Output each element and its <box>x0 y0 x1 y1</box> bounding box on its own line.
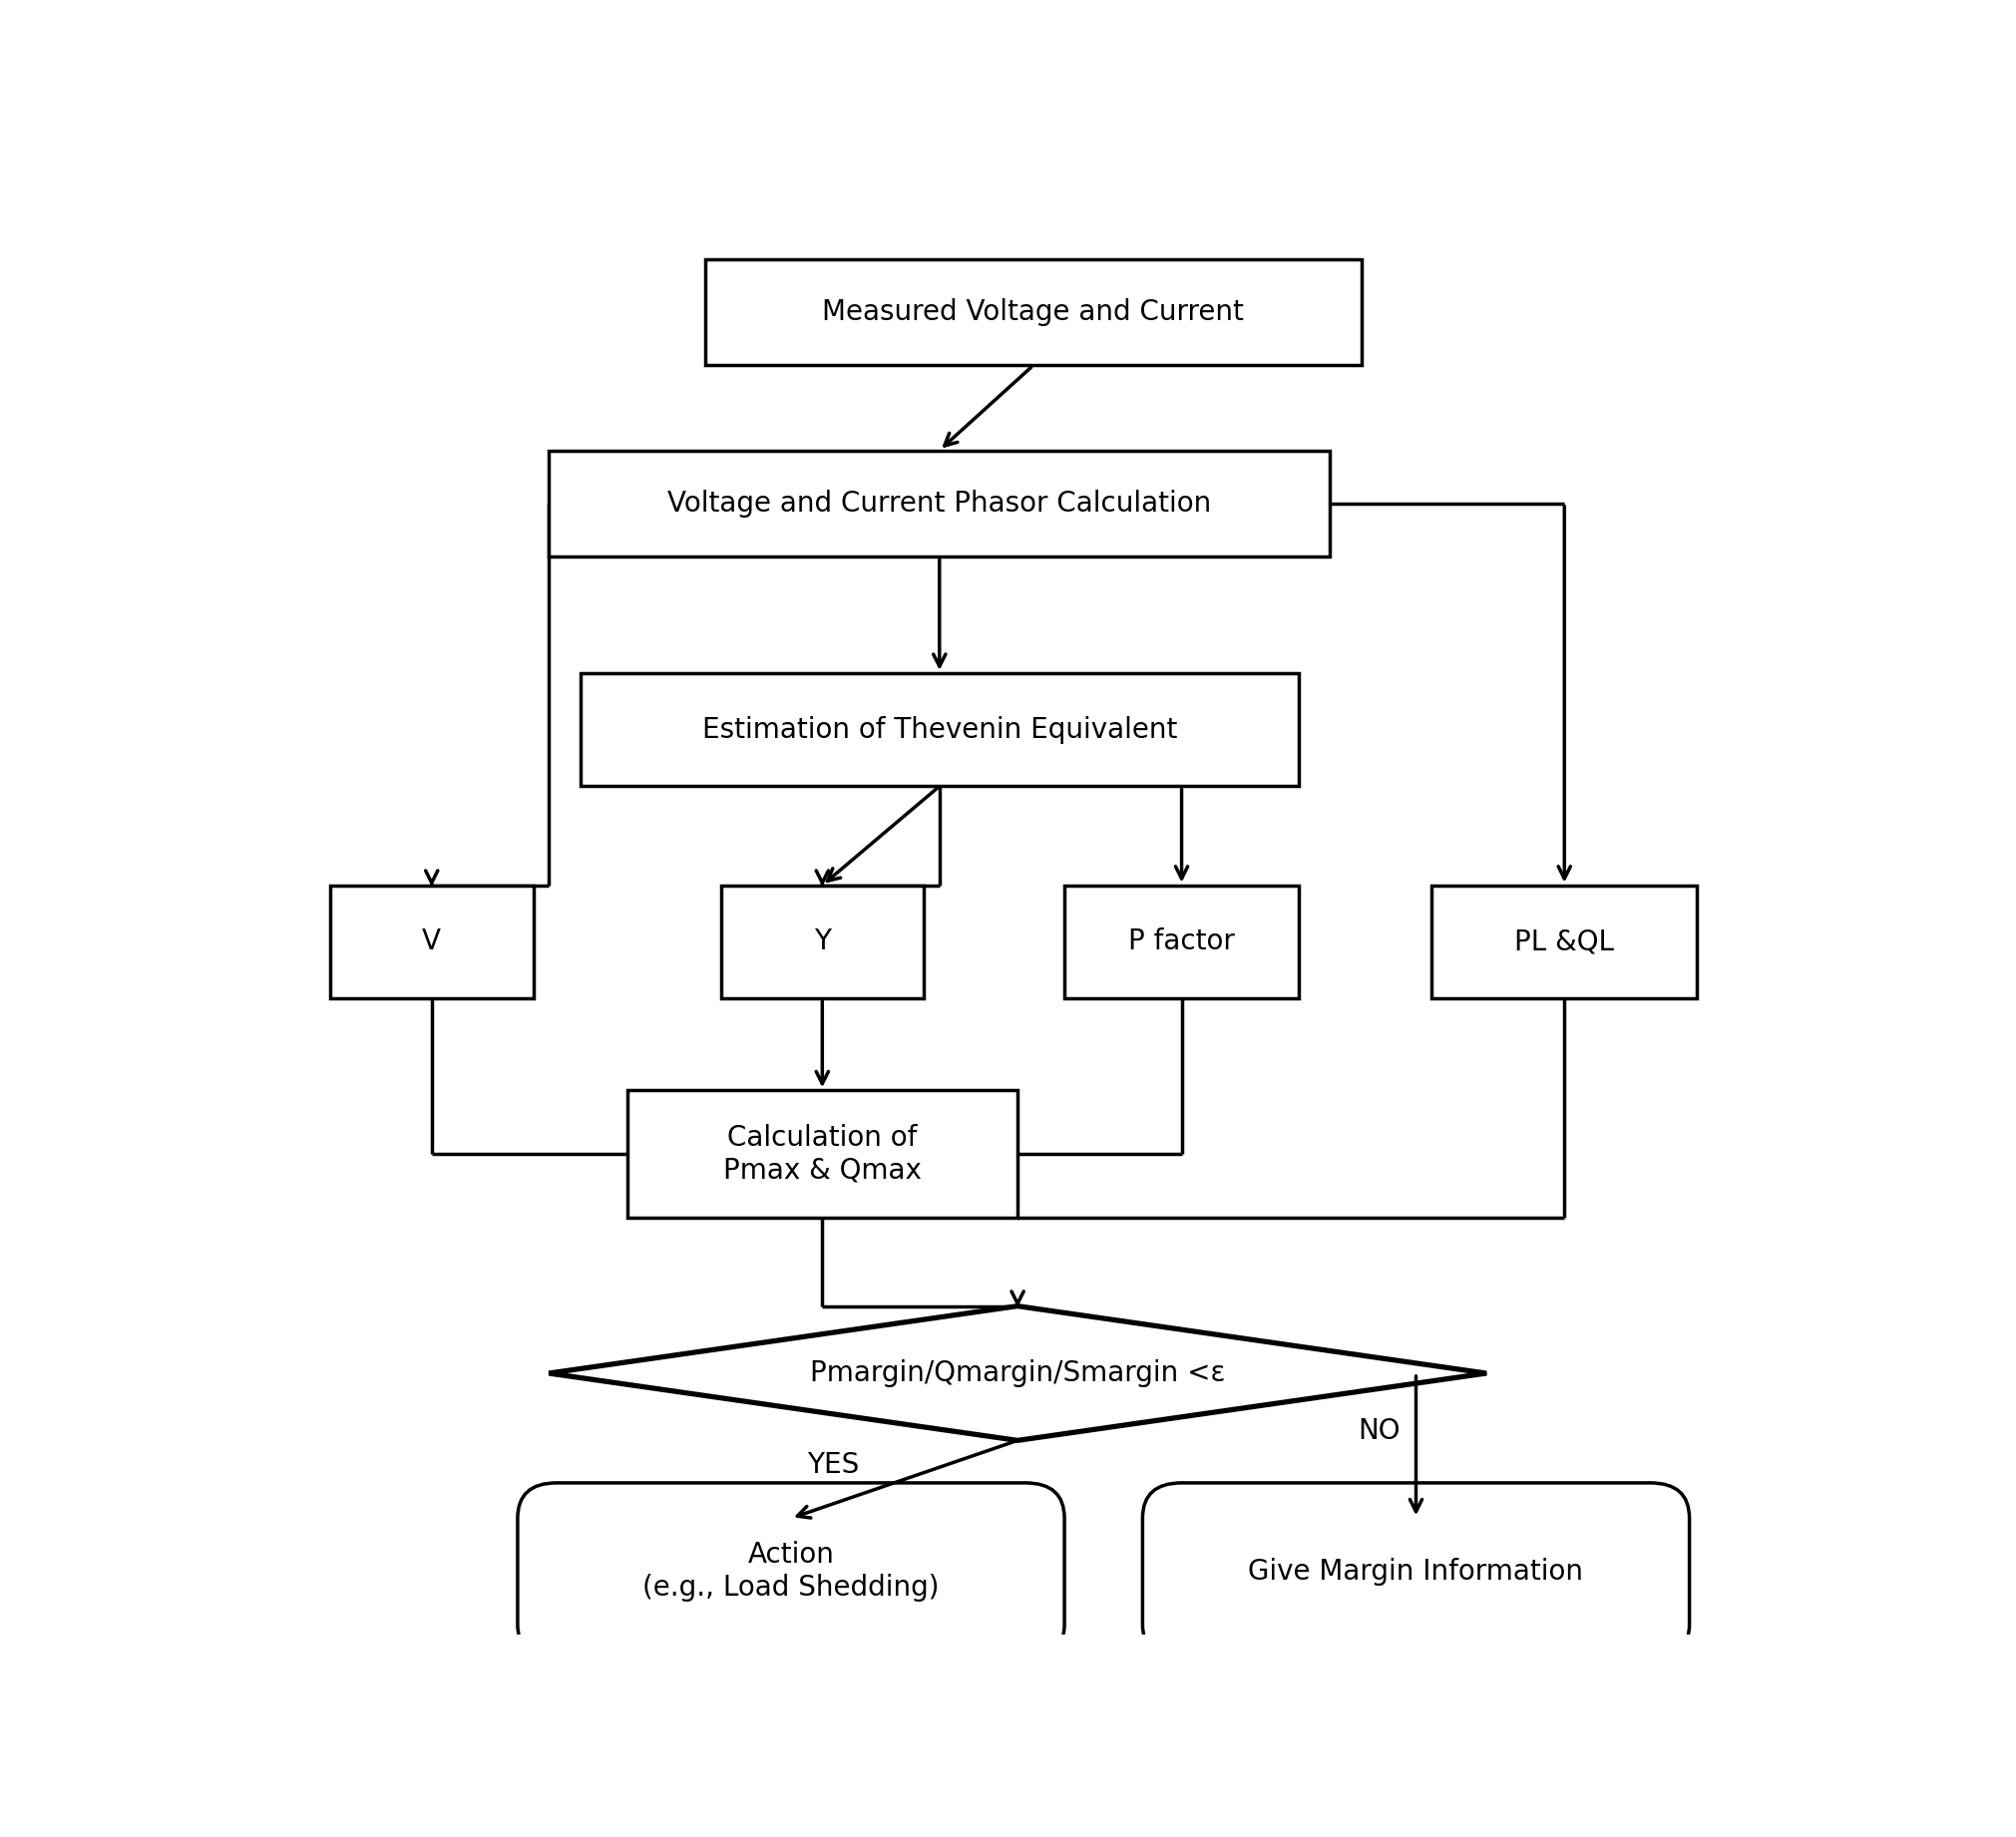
FancyBboxPatch shape <box>518 1482 1064 1659</box>
FancyBboxPatch shape <box>706 259 1361 366</box>
FancyBboxPatch shape <box>548 450 1331 557</box>
FancyBboxPatch shape <box>722 885 923 999</box>
Text: P factor: P factor <box>1129 928 1236 955</box>
FancyBboxPatch shape <box>1143 1482 1689 1659</box>
Text: PL &QL: PL &QL <box>1514 928 1615 955</box>
Text: NO: NO <box>1359 1418 1401 1446</box>
FancyBboxPatch shape <box>1431 885 1697 999</box>
FancyBboxPatch shape <box>581 672 1298 786</box>
Text: Voltage and Current Phasor Calculation: Voltage and Current Phasor Calculation <box>667 489 1212 518</box>
FancyBboxPatch shape <box>331 885 532 999</box>
FancyBboxPatch shape <box>627 1091 1018 1218</box>
Text: Give Margin Information: Give Margin Information <box>1248 1558 1585 1585</box>
Polygon shape <box>548 1306 1486 1440</box>
Text: Measured Voltage and Current: Measured Voltage and Current <box>823 298 1244 327</box>
Text: Pmargin/Qmargin/Smargin <ε: Pmargin/Qmargin/Smargin <ε <box>810 1359 1226 1387</box>
Text: Estimation of Thevenin Equivalent: Estimation of Thevenin Equivalent <box>702 716 1177 744</box>
Text: Calculation of
Pmax & Qmax: Calculation of Pmax & Qmax <box>724 1124 921 1185</box>
Text: Y: Y <box>814 928 831 955</box>
Text: Action
(e.g., Load Shedding): Action (e.g., Load Shedding) <box>643 1541 939 1602</box>
FancyBboxPatch shape <box>1064 885 1298 999</box>
Text: YES: YES <box>806 1451 859 1479</box>
Text: V: V <box>421 928 442 955</box>
